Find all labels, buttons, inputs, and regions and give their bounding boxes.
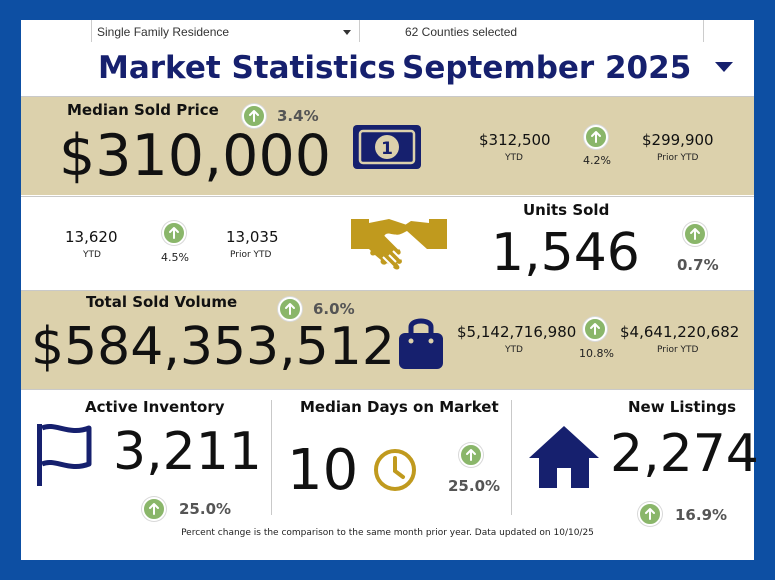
median-sold-price-ytd-value: $312,500 — [479, 131, 551, 149]
total-sold-volume-panel: Total Sold Volume 6.0% $584,353,512 $5,1… — [21, 291, 754, 389]
new-listings-label: New Listings — [628, 398, 737, 416]
units-sold-panel: 13,620 YTD 4.5% 13,035 Prior YTD Units S… — [21, 197, 754, 290]
svg-text:1: 1 — [381, 139, 393, 159]
up-arrow-icon — [162, 221, 186, 245]
median-sold-price-panel: Median Sold Price 3.4% $310,000 1 $312,5… — [21, 97, 754, 195]
new-listings-value: 2,274 — [610, 424, 759, 484]
dropdown-divider — [703, 20, 704, 42]
units-sold-ytd-value: 13,620 — [65, 228, 118, 246]
money-bill-icon: 1 — [353, 125, 421, 169]
units-sold-label: Units Sold — [523, 201, 610, 219]
median-days-change: 25.0% — [448, 477, 501, 495]
counties-dropdown[interactable]: 62 Counties selected — [405, 20, 705, 44]
median-sold-price-value: $310,000 — [59, 123, 331, 189]
median-sold-price-prior-ytd-label: Prior YTD — [657, 153, 699, 163]
up-arrow-icon — [584, 125, 608, 149]
units-sold-prior-ytd-value: 13,035 — [226, 228, 279, 246]
up-arrow-icon — [638, 502, 662, 526]
median-sold-price-label: Median Sold Price — [67, 101, 219, 119]
divider — [21, 290, 754, 291]
column-divider — [511, 400, 512, 515]
caret-down-icon — [715, 62, 734, 72]
up-arrow-icon — [459, 443, 483, 467]
property-type-value: Single Family Residence — [97, 25, 230, 39]
units-sold-ytd-change: 4.5% — [161, 251, 189, 264]
total-sold-volume-ytd-change: 10.8% — [579, 347, 614, 360]
units-sold-prior-ytd-label: Prior YTD — [230, 250, 272, 260]
active-inventory-change: 25.0% — [179, 500, 232, 518]
new-listings-change: 16.9% — [675, 506, 728, 524]
median-sold-price-prior-ytd-value: $299,900 — [642, 131, 714, 149]
clock-icon — [374, 449, 416, 491]
median-sold-price-change: 3.4% — [277, 107, 319, 125]
units-sold-change: 0.7% — [677, 256, 719, 274]
total-sold-volume-label: Total Sold Volume — [86, 293, 238, 311]
median-days-value: 10 — [287, 438, 359, 503]
footer-note: Percent change is the comparison to the … — [181, 528, 594, 538]
dropdown-divider — [91, 20, 92, 42]
up-arrow-icon — [278, 297, 302, 321]
active-inventory-label: Active Inventory — [85, 398, 225, 416]
total-sold-volume-ytd-value: $5,142,716,980 — [457, 323, 577, 341]
dropdown-divider — [359, 20, 360, 42]
active-inventory-value: 3,211 — [113, 422, 262, 482]
units-sold-value: 1,546 — [491, 223, 640, 283]
units-sold-ytd-label: YTD — [83, 250, 101, 260]
chevron-down-icon — [343, 30, 351, 35]
total-sold-volume-value: $584,353,512 — [31, 317, 395, 377]
total-sold-volume-prior-ytd-value: $4,641,220,682 — [620, 323, 740, 341]
up-arrow-icon — [683, 222, 707, 246]
period-selector[interactable]: September 2025 — [402, 50, 734, 86]
handshake-icon — [351, 219, 447, 270]
period-label: September 2025 — [402, 50, 692, 86]
column-divider — [271, 400, 272, 515]
page-title: Market Statistics — [98, 50, 396, 86]
property-type-dropdown[interactable]: Single Family Residence — [97, 20, 355, 44]
flag-icon — [37, 424, 92, 486]
total-sold-volume-change: 6.0% — [313, 300, 355, 318]
up-arrow-icon — [142, 497, 166, 521]
total-sold-volume-prior-ytd-label: Prior YTD — [657, 345, 699, 355]
divider — [21, 196, 754, 197]
divider — [21, 389, 754, 390]
divider — [21, 96, 754, 97]
shopping-bag-icon — [399, 318, 443, 369]
total-sold-volume-ytd-label: YTD — [505, 345, 523, 355]
median-days-label: Median Days on Market — [300, 398, 499, 416]
median-sold-price-ytd-change: 4.2% — [583, 154, 611, 167]
house-icon — [529, 426, 599, 488]
market-stats-card: Single Family Residence 62 Counties sele… — [21, 20, 759, 560]
counties-value: 62 Counties selected — [405, 25, 518, 39]
up-arrow-icon — [583, 317, 607, 341]
up-arrow-icon — [242, 104, 266, 128]
median-sold-price-ytd-label: YTD — [505, 153, 523, 163]
